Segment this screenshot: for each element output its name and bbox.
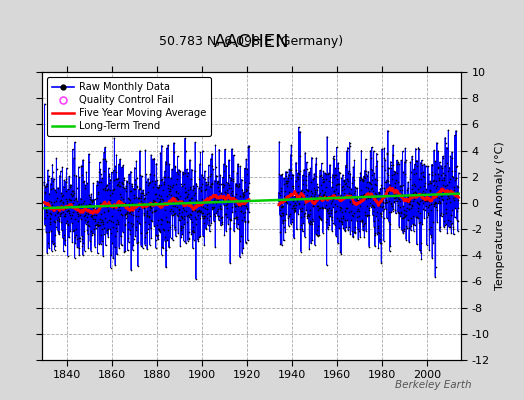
Y-axis label: Temperature Anomaly (°C): Temperature Anomaly (°C) [495, 142, 505, 290]
Text: 50.783 N, 6.098 E (Germany): 50.783 N, 6.098 E (Germany) [159, 36, 344, 48]
Text: Berkeley Earth: Berkeley Earth [395, 380, 472, 390]
Legend: Raw Monthly Data, Quality Control Fail, Five Year Moving Average, Long-Term Tren: Raw Monthly Data, Quality Control Fail, … [47, 77, 211, 136]
Title: AACHEN: AACHEN [214, 33, 289, 51]
